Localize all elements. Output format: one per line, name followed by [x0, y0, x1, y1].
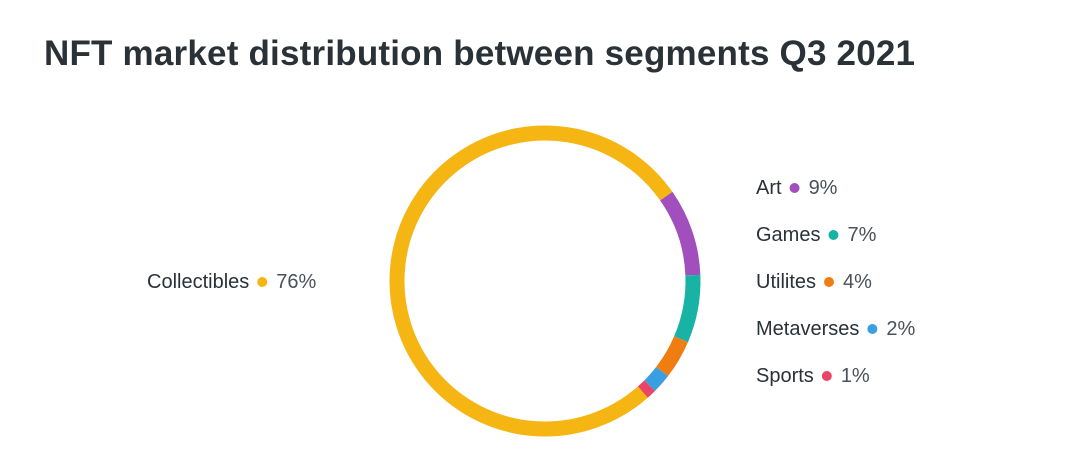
segment-label-metaverses: Metaverses 2% — [756, 318, 915, 340]
segment-label-sports: Sports 1% — [756, 365, 870, 387]
segment-name: Metaverses — [756, 318, 859, 340]
segment-label-utilites: Utilites 4% — [756, 271, 872, 293]
segment-label-art: Art 9% — [756, 177, 838, 199]
segment-name: Sports — [756, 365, 814, 387]
segment-value: 1% — [841, 365, 870, 387]
donut-segment-sports — [637, 380, 655, 398]
segment-name: Games — [756, 224, 820, 246]
segment-value: 9% — [809, 177, 838, 199]
donut-segment-collectibles — [389, 125, 673, 437]
segment-value: 7% — [847, 224, 876, 246]
donut-segment-utilites — [656, 336, 688, 377]
donut-segment-metaverses — [644, 366, 668, 391]
segment-name: Art — [756, 177, 782, 199]
segment-value: 76% — [276, 271, 316, 293]
donut-segment-games — [674, 274, 701, 343]
legend-dot — [257, 277, 268, 287]
segment-label-collectibles: Collectibles 76% — [147, 271, 317, 293]
legend-dot — [828, 230, 839, 240]
legend-dot — [789, 183, 800, 193]
segment-name: Utilites — [756, 271, 816, 293]
legend-dot — [824, 277, 835, 287]
segment-name: Collectibles — [147, 271, 249, 293]
segment-label-games: Games 7% — [756, 224, 877, 246]
legend-dot — [821, 371, 832, 381]
segment-value: 2% — [886, 318, 915, 340]
chart-title: NFT market distribution between segments… — [44, 34, 916, 73]
segment-value: 4% — [843, 271, 872, 293]
legend-dot — [867, 324, 878, 334]
donut-ring — [389, 125, 701, 437]
segment-labels: Art 9% Games 7% Utilites 4% Metaverses 2% Sports… — [147, 177, 915, 387]
donut-segment-art — [660, 191, 701, 276]
